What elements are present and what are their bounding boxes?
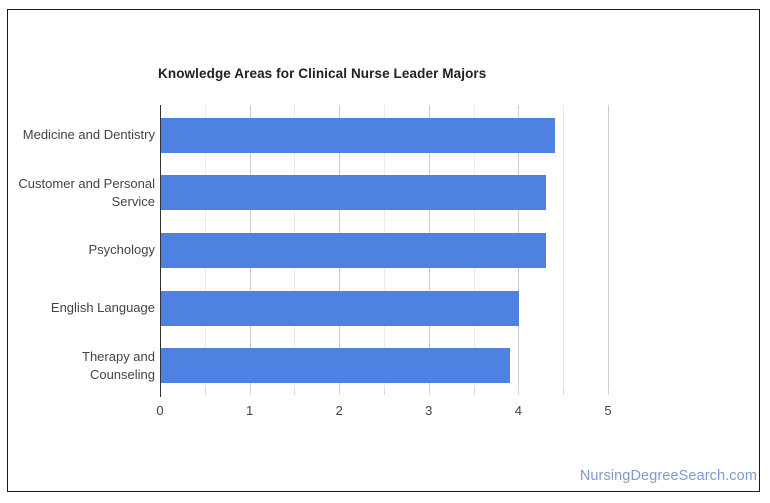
x-axis-tickmark xyxy=(384,389,385,395)
bar[interactable] xyxy=(161,117,556,153)
x-axis-tick-label: 5 xyxy=(604,403,612,418)
x-axis-tick-label: 1 xyxy=(245,403,254,418)
chart-title: Knowledge Areas for Clinical Nurse Leade… xyxy=(158,66,487,81)
y-axis-label-row: English Language xyxy=(14,280,155,336)
x-axis-tickmark xyxy=(249,389,251,395)
y-axis-label: Customer and Personal Service xyxy=(18,175,155,209)
minor-gridline xyxy=(563,105,565,389)
major-gridline xyxy=(608,105,609,389)
y-axis-label-row: Therapy and Counseling xyxy=(14,338,155,394)
x-axis-tick-label: 3 xyxy=(425,403,433,418)
x-axis-tickmark xyxy=(428,389,430,395)
x-axis-tick-label: 0 xyxy=(156,403,164,418)
x-axis-tickmark xyxy=(204,389,206,395)
y-axis-label-row: Medicine and Dentistry xyxy=(14,107,155,163)
y-axis-label-row: Customer and Personal Service xyxy=(14,165,155,221)
y-axis-line xyxy=(160,105,161,397)
bar[interactable] xyxy=(161,348,511,384)
x-axis-tick-label: 2 xyxy=(335,403,343,418)
x-axis-tickmark xyxy=(339,389,341,395)
y-axis-label: English Language xyxy=(50,300,155,316)
plot-area xyxy=(160,105,609,389)
y-axis-label: Medicine and Dentistry xyxy=(22,127,155,142)
x-axis-tickmark xyxy=(294,389,296,395)
bar[interactable] xyxy=(161,232,547,268)
y-axis-label-row: Psychology xyxy=(14,222,155,278)
x-axis-tick-label: 4 xyxy=(514,403,522,418)
x-axis-tickmark xyxy=(518,389,520,395)
x-axis-tickmark xyxy=(608,389,609,395)
bar[interactable] xyxy=(161,175,547,211)
bar[interactable] xyxy=(161,290,520,326)
y-axis-label: Therapy and Counseling xyxy=(82,348,155,382)
x-axis-tickmark xyxy=(473,389,475,395)
watermark-link[interactable]: NursingDegreeSearch.com xyxy=(579,468,757,484)
y-axis-label: Psychology xyxy=(88,242,155,258)
x-axis-tickmark xyxy=(563,389,565,395)
